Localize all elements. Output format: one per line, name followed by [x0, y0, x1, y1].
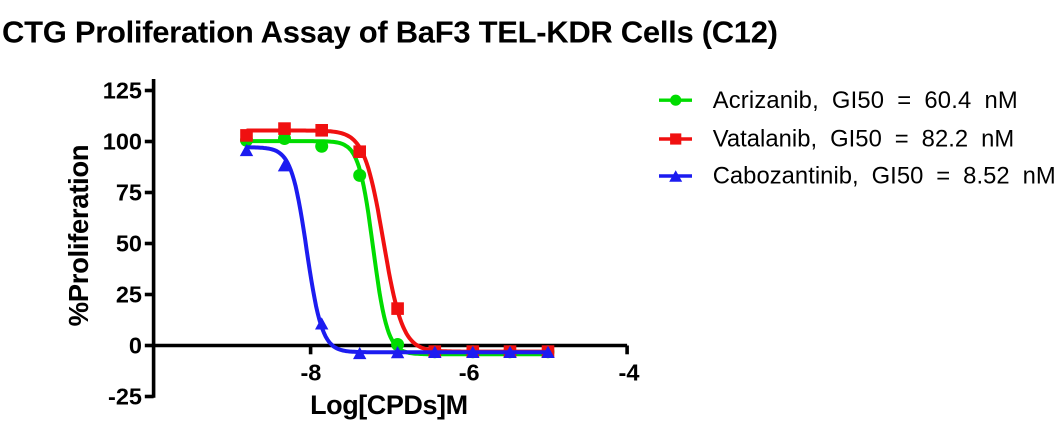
- svg-text:-25: -25: [108, 384, 142, 410]
- svg-text:CTG Proliferation Assay of BaF: CTG Proliferation Assay of BaF3 TEL-KDR …: [2, 15, 778, 50]
- svg-text:-8: -8: [300, 359, 321, 385]
- svg-text:125: 125: [103, 78, 142, 104]
- svg-text:75: 75: [116, 180, 142, 206]
- svg-text:0: 0: [129, 333, 142, 359]
- svg-text:-6: -6: [459, 359, 480, 385]
- svg-text:50: 50: [116, 231, 142, 257]
- svg-text:25: 25: [116, 282, 142, 308]
- svg-text:Cabozantinib, GI50 = 8.52 nM: Cabozantinib, GI50 = 8.52 nM: [713, 163, 1056, 190]
- svg-text:Log[CPDs]M: Log[CPDs]M: [310, 390, 468, 420]
- svg-text:Vatalanib, GI50 = 82.2 nM: Vatalanib, GI50 = 82.2 nM: [713, 126, 1015, 153]
- svg-text:100: 100: [103, 129, 142, 155]
- svg-text:Acrizanib, GI50 = 60.4 nM: Acrizanib, GI50 = 60.4 nM: [713, 87, 1018, 114]
- svg-text:%Proliferation: %Proliferation: [63, 144, 94, 326]
- svg-text:-4: -4: [619, 359, 640, 385]
